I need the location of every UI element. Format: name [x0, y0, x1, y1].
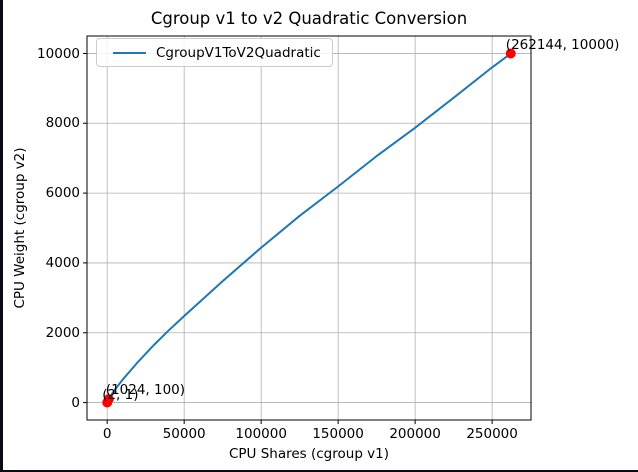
legend-box: CgroupV1ToV2Quadratic	[96, 38, 333, 67]
window-edge-bottom	[0, 470, 638, 472]
data-point-marker	[103, 394, 114, 405]
legend-line-sample-icon	[113, 51, 146, 54]
window-edge-left	[0, 0, 3, 472]
legend-label: CgroupV1ToV2Quadratic	[156, 44, 321, 61]
chart-title: Cgroup v1 to v2 Quadratic Conversion	[150, 9, 468, 28]
x-axis-label: CPU Shares (cgroup v1)	[228, 446, 390, 462]
series-line	[106, 52, 512, 404]
axes-spines	[86, 35, 532, 421]
data-point-marker	[505, 48, 516, 59]
y-axis-label: CPU Weight (cgroup v2)	[12, 147, 28, 309]
